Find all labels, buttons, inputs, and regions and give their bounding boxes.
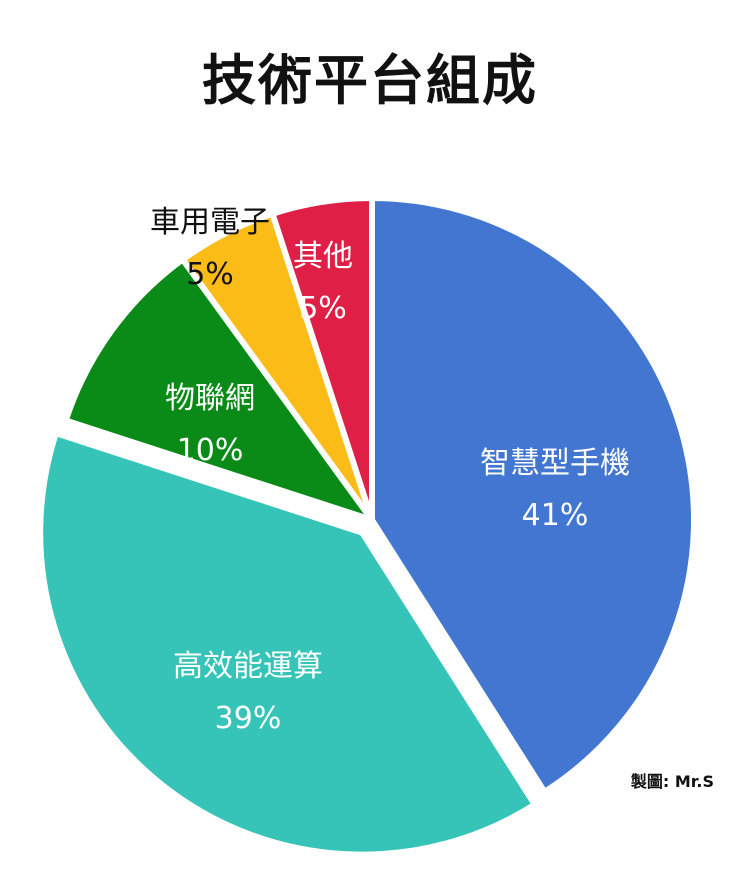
slice-value-other: 5% [299, 291, 347, 326]
slice-value-iot: 10% [177, 433, 244, 468]
pie-slices [37, 195, 697, 858]
slice-label-automotive: 車用電子 [150, 205, 270, 240]
pie-labels: 智慧型手機 41% 高效能運算 39% 物聯網 10% 車用電子 5% 其他 5% [150, 205, 630, 736]
pie-slice-smartphone [369, 195, 697, 795]
chart-title: 技術平台組成 [202, 49, 538, 112]
slice-value-smartphone: 41% [522, 498, 589, 533]
slice-label-iot: 物聯網 [165, 381, 255, 416]
slice-label-hpc: 高效能運算 [173, 649, 323, 684]
pie-slice-other [269, 195, 375, 523]
slice-value-hpc: 39% [215, 701, 282, 736]
pie-slice-iot [62, 256, 375, 523]
slice-label-other: 其他 [293, 239, 353, 274]
slice-value-automotive: 5% [186, 257, 234, 292]
slice-label-smartphone: 智慧型手機 [480, 446, 630, 481]
pie-slice-hpc [37, 430, 538, 858]
chart-credit: 製圖: Mr.S [630, 772, 714, 791]
